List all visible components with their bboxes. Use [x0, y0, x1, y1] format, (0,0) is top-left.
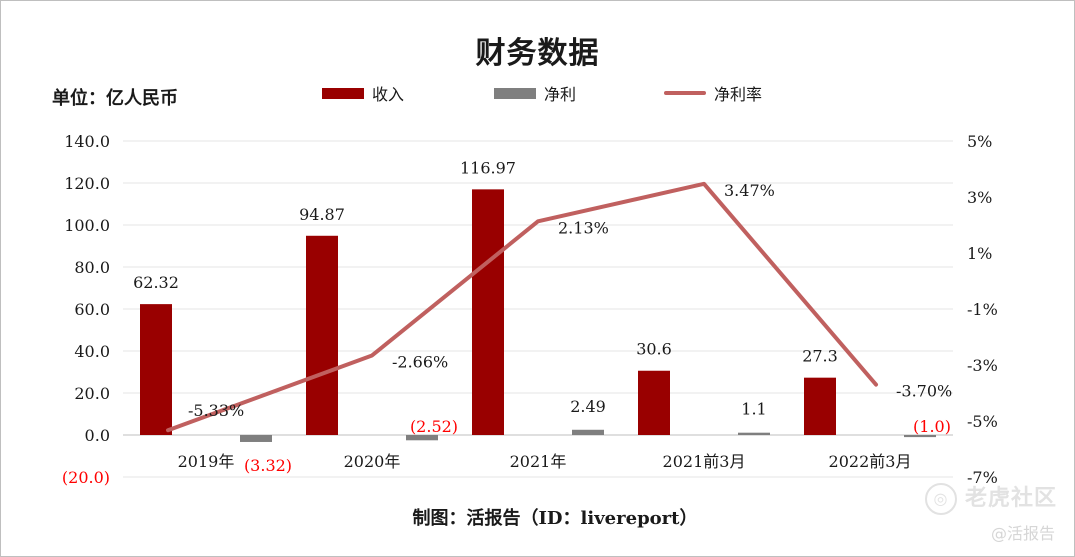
bar-net-profit [904, 435, 936, 438]
y-left-tick-label: 120.0 [64, 174, 110, 193]
y-right-tick-label: -5% [967, 412, 998, 431]
bar-revenue [140, 304, 172, 435]
data-label-net-profit: (3.32) [244, 456, 292, 475]
y-right-tick-label: 1% [967, 244, 992, 263]
bar-net-profit [738, 432, 770, 435]
bar-net-profit [406, 435, 438, 441]
x-tick-label: 2021年 [510, 452, 567, 471]
y-left-tick-label: 80.0 [74, 258, 110, 277]
legend-swatch-net-margin [664, 91, 706, 95]
data-label-net-profit: (1.0) [913, 417, 951, 436]
watermark-logo-icon: ◎ [924, 483, 957, 515]
x-tick-label: 2021前3月 [663, 452, 746, 471]
x-tick-label: 2019年 [178, 452, 235, 471]
y-left-tick-label: 0.0 [85, 426, 110, 445]
y-left-tick-label: 100.0 [64, 216, 110, 235]
legend-swatch-revenue [322, 87, 364, 99]
watermark-brand-text: 老虎社区 [964, 486, 1057, 511]
legend-swatch-net-profit [494, 87, 536, 99]
data-label-net-margin: 3.47% [724, 181, 775, 200]
bar-revenue [804, 377, 836, 435]
chart-credit: 制图：活报告（ID：livereport） [412, 508, 698, 529]
watermark-handle: @活报告 [990, 524, 1055, 543]
data-label-net-margin: -5.33% [188, 401, 244, 420]
y-right-tick-label: -3% [967, 356, 998, 375]
y-right-tick-label: -7% [967, 468, 998, 487]
data-label-revenue: 27.3 [802, 347, 838, 366]
y-left-tick-label: 60.0 [74, 300, 110, 319]
data-label-net-margin: -3.70% [896, 382, 952, 401]
data-label-revenue: 62.32 [133, 273, 179, 292]
legend-item-net-margin: 净利率 [664, 82, 762, 104]
data-label-net-margin: -2.66% [392, 352, 448, 371]
y-right-tick-label: 5% [967, 132, 992, 151]
legend-label-revenue: 收入 [372, 85, 405, 104]
x-tick-label: 2020年 [344, 452, 401, 471]
legend-label-net-profit: 净利 [544, 85, 577, 104]
watermark-brand: ◎ 老虎社区 [924, 480, 1057, 515]
data-label-net-profit: 1.1 [741, 400, 766, 419]
chart-title: 财务数据 [475, 36, 600, 71]
line-net-margin [166, 181, 878, 433]
data-label-revenue: 94.87 [299, 205, 345, 224]
y-right-tick-label: 3% [967, 188, 992, 207]
bar-revenue [472, 189, 504, 435]
data-label-net-profit: 2.49 [570, 397, 606, 416]
data-label-net-margin: 2.13% [558, 218, 609, 237]
legend-item-revenue: 收入 [322, 82, 404, 104]
y-right-tick-label: -1% [967, 300, 998, 319]
bar-net-profit [572, 429, 604, 435]
legend-label-net-margin: 净利率 [714, 85, 763, 104]
data-label-revenue: 116.97 [460, 158, 516, 177]
unit-label: 单位：亿人民币 [52, 88, 178, 109]
bar-revenue [306, 235, 338, 435]
y-left-tick-label: (20.0) [62, 468, 110, 487]
data-label-revenue: 30.6 [636, 340, 672, 359]
bar-revenue [638, 370, 670, 435]
bar-net-profit [240, 435, 272, 442]
y-left-tick-label: 140.0 [64, 132, 110, 151]
y-left-tick-label: 20.0 [74, 384, 110, 403]
data-label-net-profit: (2.52) [410, 417, 458, 436]
x-tick-label: 2022前3月 [829, 452, 912, 471]
legend-item-net-profit: 净利 [494, 82, 576, 104]
y-left-tick-label: 40.0 [74, 342, 110, 361]
